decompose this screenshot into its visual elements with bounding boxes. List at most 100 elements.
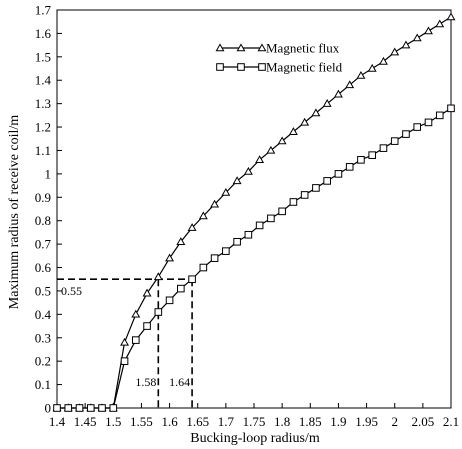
- y-tick-label: 0.8: [35, 213, 51, 228]
- x-tick-label: 1.45: [74, 414, 97, 429]
- y-tick-label: 1: [45, 166, 52, 181]
- data-point: [413, 123, 422, 131]
- data-point: [312, 184, 320, 192]
- data-point: [120, 337, 130, 346]
- data-point: [210, 254, 219, 262]
- data-point: [333, 89, 343, 98]
- series-magnetic-flux: [52, 12, 456, 412]
- y-tick-label: 0: [45, 401, 52, 416]
- legend: Magnetic flux Magnetic field: [215, 41, 343, 75]
- data-point: [424, 118, 433, 127]
- y-tick-label: 1.6: [35, 26, 52, 41]
- data-point: [86, 404, 95, 412]
- data-point: [222, 247, 230, 255]
- data-point: [255, 221, 264, 230]
- x-tick-label: 2: [391, 414, 398, 429]
- y-tick-label: 0.5: [35, 283, 51, 298]
- data-point: [322, 99, 332, 107]
- x-tick-label: 1.9: [330, 414, 346, 429]
- x-tick-label: 2.05: [411, 414, 434, 429]
- annotation-x-label: 1.58: [135, 375, 156, 389]
- y-axis-title: Maximum radius of receive coil/m: [7, 115, 22, 309]
- data-point: [177, 284, 185, 293]
- data-point: [277, 136, 287, 145]
- data-point: [435, 111, 444, 120]
- data-point: [278, 207, 286, 216]
- series-magnetic-field: [53, 104, 455, 412]
- data-point: [232, 176, 242, 185]
- y-tick-label: 1.7: [35, 3, 52, 18]
- data-point: [379, 144, 388, 152]
- data-point: [143, 322, 151, 330]
- y-tick-label: 0.7: [35, 237, 52, 252]
- data-point: [289, 198, 298, 206]
- data-point: [154, 308, 163, 316]
- legend-marker: [215, 43, 225, 52]
- x-tick-label: 1.5: [105, 414, 121, 429]
- data-point: [401, 40, 411, 49]
- data-point: [75, 404, 84, 412]
- series-group: [52, 12, 456, 412]
- legend-marker: [258, 63, 266, 71]
- annotation-x-label: 1.64: [169, 375, 190, 389]
- y-tick-label: 0.3: [35, 330, 51, 345]
- x-tick-label: 1.8: [274, 414, 290, 429]
- data-point: [300, 191, 309, 199]
- data-point: [165, 296, 174, 305]
- y-tick-label: 1.1: [35, 143, 51, 158]
- data-point: [446, 12, 456, 21]
- data-point: [390, 137, 399, 145]
- data-point: [198, 211, 208, 220]
- data-point: [390, 47, 400, 56]
- y-tick-label: 0.4: [35, 307, 52, 322]
- data-point: [345, 80, 355, 89]
- data-point: [447, 104, 455, 113]
- data-point: [311, 108, 321, 117]
- series-line: [57, 107, 452, 409]
- x-tick-label: 1.75: [243, 414, 266, 429]
- data-point: [300, 117, 310, 126]
- legend-marker: [216, 63, 224, 71]
- x-tick-label: 1.65: [186, 414, 209, 429]
- data-point: [368, 151, 376, 159]
- x-tick-label: 1.55: [130, 414, 153, 429]
- y-tick-label: 1.3: [35, 96, 51, 111]
- x-axis-title: Bucking-loop radius/m: [190, 431, 320, 446]
- series-line: [57, 16, 452, 409]
- legend-marker: [236, 43, 246, 52]
- x-tick-label: 1.95: [355, 414, 378, 429]
- x-tick-label: 1.7: [218, 414, 235, 429]
- data-point: [412, 33, 422, 42]
- data-point: [323, 177, 331, 185]
- legend-marker: [237, 63, 245, 71]
- data-point: [64, 404, 73, 412]
- data-point: [378, 56, 388, 65]
- data-point: [367, 63, 377, 72]
- x-tick-label: 1.85: [299, 414, 322, 429]
- data-point: [243, 166, 253, 175]
- legend-label: Magnetic field: [266, 60, 343, 75]
- data-point: [356, 70, 366, 79]
- data-point: [255, 155, 265, 164]
- data-point: [176, 237, 186, 245]
- data-point: [53, 404, 61, 412]
- legend-label: Magnetic flux: [266, 41, 340, 56]
- data-point: [210, 199, 220, 208]
- data-point: [424, 26, 433, 35]
- data-point: [267, 214, 275, 223]
- data-point: [132, 336, 140, 344]
- y-tick-label: 0.6: [35, 260, 52, 275]
- y-tick-label: 1.2: [35, 120, 51, 135]
- data-point: [199, 263, 208, 272]
- data-point: [402, 130, 410, 138]
- plot-frame: [56, 9, 452, 409]
- data-point: [334, 170, 343, 178]
- data-point: [120, 357, 129, 365]
- data-point: [357, 156, 365, 164]
- data-point: [165, 253, 175, 262]
- data-point: [266, 145, 276, 154]
- y-tick-label: 1.4: [35, 73, 52, 88]
- data-point: [288, 127, 298, 135]
- data-point: [345, 163, 354, 171]
- y-tick-label: 0.2: [35, 354, 51, 369]
